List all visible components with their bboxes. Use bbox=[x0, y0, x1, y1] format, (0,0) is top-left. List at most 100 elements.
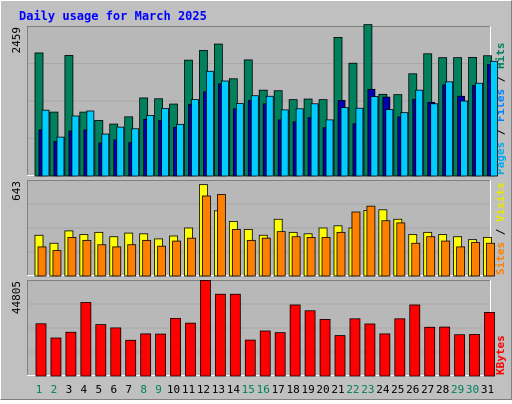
bar-kbytes-day-23 bbox=[364, 323, 376, 377]
x-tick-label-day-3: 3 bbox=[66, 383, 73, 396]
bar-sites-day-20 bbox=[321, 237, 331, 277]
x-tick-label-day-25: 25 bbox=[391, 383, 404, 396]
bar-sites-day-14 bbox=[231, 229, 241, 277]
x-tick-label-day-7: 7 bbox=[125, 383, 132, 396]
bar-kbytes-day-18 bbox=[289, 304, 301, 377]
bar-pages-day-28 bbox=[445, 81, 454, 177]
bar-kbytes-day-4 bbox=[80, 302, 92, 377]
bar-kbytes-day-14 bbox=[229, 293, 241, 377]
bar-sites-day-16 bbox=[261, 237, 271, 277]
x-tick-label-day-9: 9 bbox=[155, 383, 162, 396]
bar-kbytes-day-5 bbox=[95, 324, 107, 377]
bar-sites-day-7 bbox=[127, 244, 137, 277]
y-max-label-bottom: 44805 bbox=[10, 281, 23, 314]
bar-sites-day-13 bbox=[216, 194, 226, 277]
bar-sites-day-21 bbox=[336, 231, 346, 277]
bar-pages-day-5 bbox=[101, 133, 110, 177]
x-tick-label-day-12: 12 bbox=[197, 383, 210, 396]
bar-sites-day-30 bbox=[471, 242, 480, 277]
bar-pages-day-1 bbox=[41, 109, 50, 177]
series-label-part: Sites bbox=[494, 242, 507, 275]
bar-pages-day-23 bbox=[370, 96, 379, 177]
bar-kbytes-day-24 bbox=[379, 333, 391, 377]
x-tick-label-day-19: 19 bbox=[301, 383, 314, 396]
bar-kbytes-day-20 bbox=[319, 319, 331, 377]
bar-pages-day-17 bbox=[280, 109, 289, 177]
x-tick-label-day-2: 2 bbox=[51, 383, 58, 396]
series-label-part: KBytes bbox=[494, 335, 507, 375]
series-label-part: Visits bbox=[494, 182, 507, 222]
series-sites bbox=[37, 194, 495, 277]
bar-pages-day-20 bbox=[325, 119, 334, 177]
bar-sites-day-26 bbox=[411, 242, 421, 277]
bar-sites-day-24 bbox=[381, 220, 391, 277]
bar-sites-day-29 bbox=[456, 246, 466, 277]
bar-kbytes-day-26 bbox=[409, 304, 421, 377]
y-max-label-top: 2459 bbox=[10, 27, 23, 54]
bar-kbytes-day-11 bbox=[185, 322, 196, 377]
bar-pages-day-30 bbox=[475, 82, 483, 177]
x-tick-label-day-4: 4 bbox=[81, 383, 88, 396]
bar-pages-day-6 bbox=[116, 126, 125, 177]
bar-sites-day-31 bbox=[486, 242, 495, 277]
bar-pages-day-24 bbox=[385, 109, 394, 177]
bar-kbytes-day-28 bbox=[439, 326, 451, 377]
x-tick-label-day-1: 1 bbox=[36, 383, 43, 396]
bar-kbytes-day-21 bbox=[334, 335, 346, 377]
bar-kbytes-day-3 bbox=[65, 331, 77, 377]
bar-pages-day-8 bbox=[146, 115, 155, 177]
bar-sites-day-1 bbox=[37, 246, 47, 277]
bar-sites-day-17 bbox=[276, 231, 286, 277]
x-tick-label-day-10: 10 bbox=[167, 383, 180, 396]
x-tick-label-day-17: 17 bbox=[272, 383, 285, 396]
x-tick-label-day-24: 24 bbox=[376, 383, 390, 396]
bar-sites-day-22 bbox=[351, 211, 361, 277]
bar-kbytes-day-9 bbox=[155, 333, 167, 377]
x-tick-label-day-8: 8 bbox=[140, 383, 147, 396]
bar-pages-day-29 bbox=[460, 100, 469, 177]
y-max-label-middle: 643 bbox=[10, 181, 23, 201]
bar-pages-day-10 bbox=[176, 123, 184, 177]
x-tick-label-day-29: 29 bbox=[451, 383, 464, 396]
series-pages bbox=[41, 60, 498, 177]
panel-middle: 643 Sites / Visits bbox=[10, 180, 507, 277]
bar-pages-day-26 bbox=[415, 89, 424, 177]
bar-kbytes-day-27 bbox=[424, 326, 436, 377]
chart-title: Daily usage for March 2025 bbox=[19, 9, 207, 23]
series-label-bottom: KBytes bbox=[494, 335, 507, 375]
bar-sites-day-11 bbox=[187, 237, 196, 277]
x-tick-label-day-11: 11 bbox=[182, 383, 195, 396]
bar-kbytes-day-10 bbox=[170, 317, 181, 377]
bar-pages-day-31 bbox=[490, 60, 498, 177]
x-tick-label-day-14: 14 bbox=[227, 383, 241, 396]
bar-sites-day-6 bbox=[112, 246, 122, 277]
bar-pages-day-12 bbox=[206, 70, 214, 177]
bar-kbytes-day-12 bbox=[200, 280, 211, 377]
series-kbytes bbox=[35, 280, 495, 377]
bar-sites-day-8 bbox=[142, 239, 152, 277]
bar-kbytes-day-22 bbox=[349, 318, 361, 377]
bar-sites-day-9 bbox=[157, 245, 167, 277]
bar-pages-day-13 bbox=[220, 80, 229, 177]
x-tick-label-day-18: 18 bbox=[287, 383, 300, 396]
plot-border-shadow bbox=[27, 280, 491, 376]
series-label-part: / bbox=[494, 222, 507, 242]
x-tick-label-day-26: 26 bbox=[406, 383, 419, 396]
bar-sites-day-12 bbox=[202, 195, 211, 277]
bar-pages-day-25 bbox=[400, 112, 409, 177]
bar-kbytes-day-2 bbox=[50, 337, 62, 377]
bar-sites-day-15 bbox=[246, 239, 256, 277]
panel-bottom: 44805 KBytes bbox=[10, 280, 507, 377]
x-tick-label-day-28: 28 bbox=[436, 383, 449, 396]
bar-sites-day-2 bbox=[52, 250, 62, 277]
x-tick-label-day-13: 13 bbox=[212, 383, 225, 396]
x-tick-label-day-31: 31 bbox=[481, 383, 494, 396]
bar-kbytes-day-17 bbox=[274, 332, 286, 377]
bar-pages-day-16 bbox=[265, 95, 274, 177]
bar-kbytes-day-29 bbox=[454, 334, 466, 377]
x-tick-label-day-22: 22 bbox=[346, 383, 359, 396]
bar-kbytes-day-8 bbox=[140, 333, 152, 377]
